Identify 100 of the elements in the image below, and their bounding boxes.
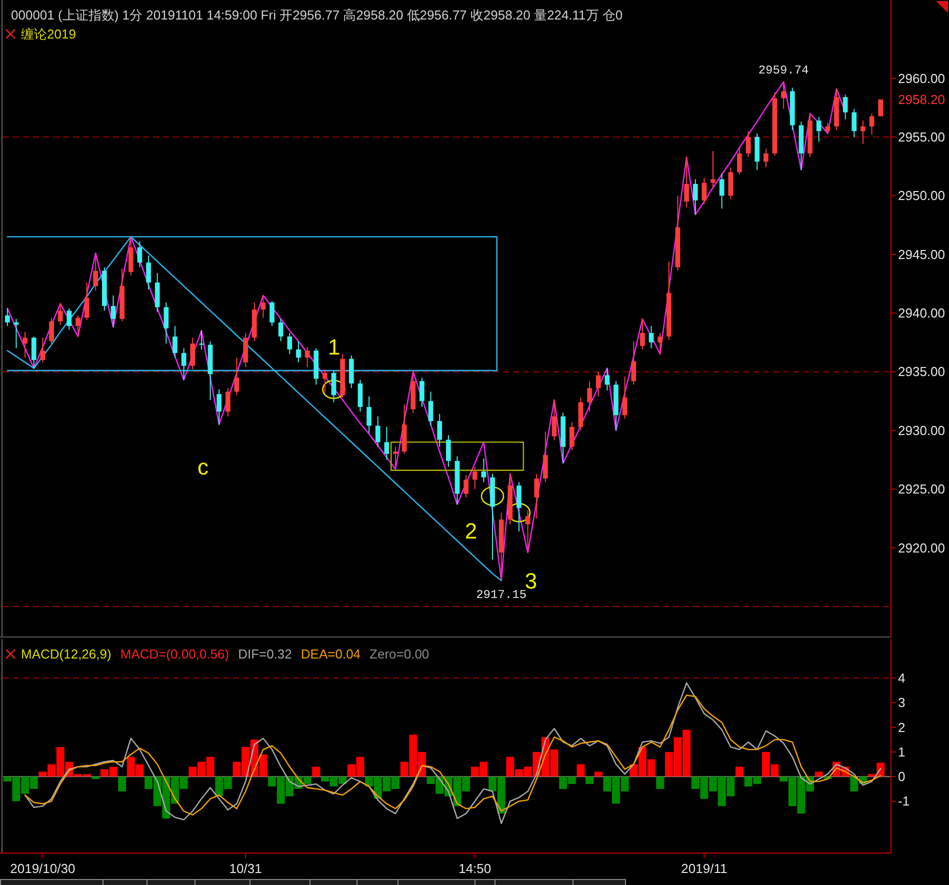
y-tick-label: 2940.00: [898, 306, 945, 321]
candlestick: [190, 337, 196, 370]
y-tick-label: 2920.00: [898, 540, 945, 556]
candlestick: [648, 325, 654, 349]
y-tick-label: 2960.00: [898, 70, 945, 86]
text: DIF=0.32: [238, 646, 292, 662]
bar: [312, 766, 320, 777]
y-tick-label: 1: [898, 744, 906, 760]
candlestick: [40, 337, 46, 363]
candlestick: [596, 371, 601, 397]
x-tick-label: 2019/10/30: [10, 861, 76, 876]
y-tick-label: 0: [898, 769, 906, 784]
bar: [656, 776, 664, 789]
candlestick: [640, 318, 645, 350]
bar: [594, 772, 602, 777]
x-tick-label: 2019/11: [681, 861, 728, 876]
annotation: c: [198, 454, 208, 480]
candlestick: [31, 336, 36, 369]
bar: [586, 776, 594, 784]
candlestick: [366, 396, 372, 434]
y-tick-label: 2950.00: [898, 188, 945, 204]
annotation: 3: [524, 568, 538, 594]
candlestick: [516, 482, 522, 532]
y-tick-label: 4: [898, 670, 906, 686]
candlestick: [569, 422, 574, 451]
candlestick: [260, 294, 266, 318]
candlestick: [270, 300, 274, 326]
bar: [814, 772, 823, 777]
text: MACD(12,26,9): [21, 646, 112, 662]
candlestick: [137, 240, 142, 268]
candlestick: [84, 282, 90, 321]
bar: [118, 776, 126, 792]
candlestick: [446, 434, 451, 468]
candlestick: [181, 348, 186, 380]
candlestick: [225, 388, 230, 417]
line-series: [24, 694, 882, 816]
candlestick: [384, 426, 390, 460]
candlestick: [437, 413, 442, 448]
candlestick: [631, 340, 636, 386]
line-series: [6, 236, 502, 582]
y-tick-label: 2945.00: [898, 246, 945, 262]
candlestick: [692, 178, 698, 215]
candlestick: [110, 294, 116, 328]
candlestick: [66, 308, 72, 330]
candlestick: [764, 148, 768, 168]
candlestick: [375, 416, 380, 448]
bar: [92, 776, 100, 780]
candlestick: [322, 368, 328, 394]
candlestick: [781, 80, 786, 110]
candlestick: [393, 446, 398, 470]
candlestick: [604, 368, 610, 392]
candlestick: [719, 172, 724, 210]
text: 缠论2019: [21, 26, 76, 42]
candlestick: [234, 357, 240, 396]
y-tick-label: -1: [898, 794, 910, 809]
candlestick: [842, 94, 848, 120]
candlestick: [58, 303, 63, 326]
text: 2958.20: [898, 92, 945, 107]
candlestick: [278, 318, 284, 342]
annotation: 2959.74: [758, 63, 809, 78]
candlestick: [481, 458, 486, 483]
candlestick: [76, 314, 80, 338]
candlestick: [860, 120, 866, 145]
candlestick: [49, 317, 54, 346]
candlestick: [331, 370, 336, 403]
candlestick: [216, 388, 222, 426]
candlestick: [534, 473, 540, 519]
candlestick: [543, 431, 548, 483]
y-tick-label: 2955.00: [898, 129, 945, 144]
candlestick: [552, 399, 557, 440]
ref-line-label: Zero=0.00: [370, 646, 430, 662]
candlestick: [737, 147, 742, 176]
candlestick: [710, 150, 716, 190]
candlestick: [825, 122, 830, 134]
candlestick: [296, 340, 301, 363]
line-series: [24, 682, 882, 824]
candlestick: [746, 130, 751, 158]
candlestick: [304, 346, 310, 368]
text: DEA=0.04: [300, 646, 361, 662]
candlestick: [287, 332, 292, 355]
chart-title: 000001 (上证指数) 1分 20191101 14:59:00 Fri 开2956.77 高2958.20 低2956.77 收2958.20 量224.11万 仓0: [11, 8, 623, 22]
candlestick: [22, 331, 28, 358]
x-tick-label: 14:50: [458, 861, 492, 876]
candlestick: [428, 391, 434, 426]
candlestick: [14, 318, 19, 349]
y-tick-label: 2: [898, 720, 906, 735]
candlestick: [464, 474, 468, 498]
annotation: 1: [328, 334, 340, 360]
y-tick-label: 2925.00: [898, 482, 945, 497]
candlestick: [358, 379, 363, 412]
x-tick-label: 10/31: [229, 861, 262, 876]
candlestick: [587, 380, 592, 412]
candlestick: [472, 466, 478, 490]
annotation: 2: [464, 518, 478, 544]
candlestick: [525, 510, 530, 553]
annotation: 2917.15: [476, 588, 527, 602]
candlestick: [728, 167, 734, 200]
candlestick: [869, 113, 874, 136]
y-tick-label: 3: [898, 695, 906, 710]
candlestick: [852, 108, 857, 138]
